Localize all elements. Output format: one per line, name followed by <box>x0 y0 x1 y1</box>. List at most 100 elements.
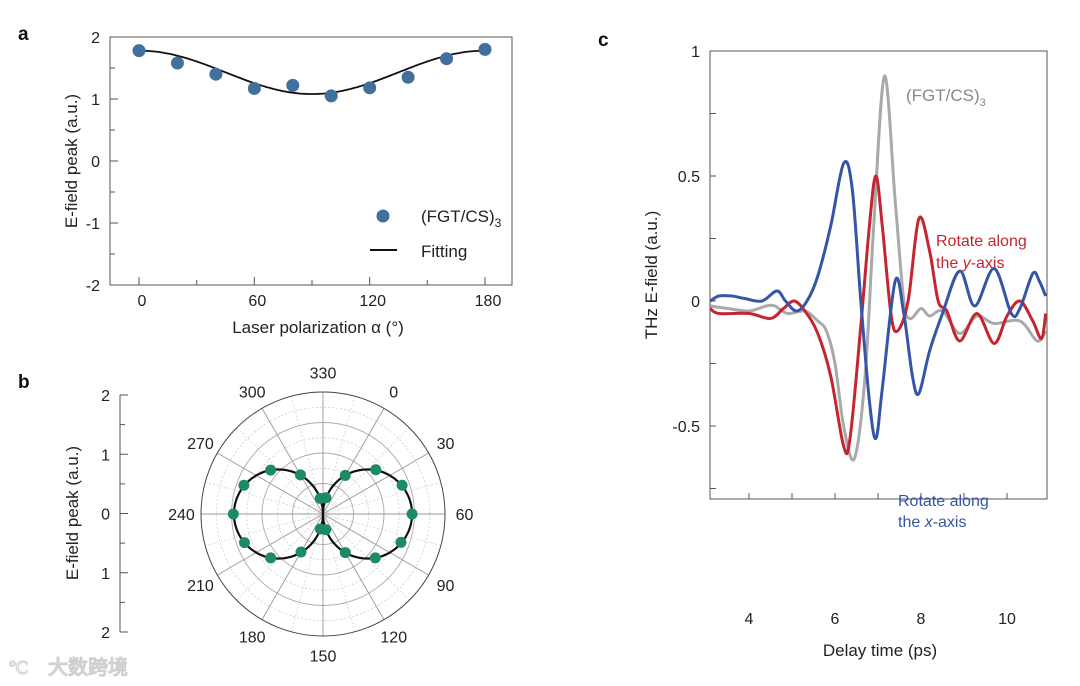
panel-a-xlabel: Laser polarization α (°) <box>232 318 404 337</box>
data-point <box>132 44 146 58</box>
angle-label: 60 <box>456 507 474 524</box>
panel-label-a: a <box>18 24 29 45</box>
polar-data-point <box>314 523 326 535</box>
polar-spoke <box>322 513 385 620</box>
series-y-axis-rotation-line <box>709 174 1048 456</box>
angle-label: 120 <box>380 630 407 647</box>
data-point <box>209 67 223 81</box>
radial-tick-label: 0 <box>101 507 110 524</box>
polar-spoke <box>205 513 324 546</box>
x-tick-label: 10 <box>998 611 1016 628</box>
x-tick-label: 180 <box>475 293 502 310</box>
watermark-logo-icon: ℃ <box>8 658 28 678</box>
x-tick-label: 120 <box>359 293 386 310</box>
polar-spoke <box>217 452 324 515</box>
polar-data-point <box>406 508 418 520</box>
polar-outer-ring <box>200 391 446 637</box>
panel-label-b: b <box>18 372 30 393</box>
polar-spoke <box>322 513 441 546</box>
angle-label: 150 <box>310 649 337 666</box>
y-tick-label: 2 <box>91 30 100 47</box>
annotation-x-axis-line2: the x-axis <box>898 514 966 531</box>
legend-marker-data <box>376 209 390 223</box>
polar-spoke <box>236 427 324 515</box>
polar-spoke <box>322 482 441 515</box>
series-x-axis-rotation-line <box>709 160 1048 441</box>
polar-data-point <box>339 547 351 559</box>
panel-label-c: c <box>598 30 609 51</box>
data-point <box>440 52 454 66</box>
polar-data-point <box>294 469 306 481</box>
panel-c-chart: 1 0.5 0 -0.5 4 6 8 10 Delay time (ps) THz E-fie… <box>642 44 1048 660</box>
legend-label-data: (FGT/CS)3 <box>421 207 502 230</box>
radial-tick-label: 2 <box>101 625 110 642</box>
polar-spoke <box>236 513 324 601</box>
panel-c-xlabel: Delay time (ps) <box>823 641 937 660</box>
polar-data-point <box>295 546 307 558</box>
y-tick-label: -1 <box>86 216 100 233</box>
legend-label-fitting: Fitting <box>421 242 467 261</box>
annotation-x-axis-line1: Rotate along <box>898 493 989 510</box>
polar-data-point <box>265 464 277 476</box>
panel-a-ylabel: E-field peak (a.u.) <box>62 94 81 228</box>
radial-tick-label: 1 <box>101 447 110 464</box>
y-tick-label: 1 <box>91 92 100 109</box>
watermark: 大数跨境 <box>48 655 128 679</box>
data-point <box>363 81 377 95</box>
x-tick-label: 0 <box>138 293 147 310</box>
angle-label: 330 <box>310 365 337 382</box>
polar-spoke <box>205 482 324 515</box>
polar-data-point <box>370 464 382 476</box>
annotation-y-axis-line2: the y-axis <box>936 255 1004 272</box>
polar-data-point <box>227 508 239 520</box>
polar-spoke <box>322 452 429 515</box>
radial-tick-label: 1 <box>101 566 110 583</box>
polar-data-point <box>320 492 332 504</box>
data-point <box>247 81 261 95</box>
x-tick-label: 8 <box>917 611 926 628</box>
y-tick-label: -2 <box>86 278 100 295</box>
polar-data-point <box>395 536 407 548</box>
polar-data-point <box>396 479 408 491</box>
annotation-y-axis-line1: Rotate along <box>936 233 1027 250</box>
y-tick-label: 0 <box>91 154 100 171</box>
angle-label: 30 <box>437 436 455 453</box>
polar-data-point <box>339 469 351 481</box>
angle-label: 180 <box>239 630 266 647</box>
polar-data-point <box>238 479 250 491</box>
polar-spoke <box>261 408 324 515</box>
x-tick-label: 60 <box>248 293 266 310</box>
fitting-line <box>138 49 486 95</box>
angle-label: 240 <box>168 507 195 524</box>
radial-tick-label: 2 <box>101 388 110 405</box>
polar-spoke <box>322 513 410 601</box>
series-fgtcs-line <box>710 74 1047 462</box>
polar-spoke <box>322 427 410 515</box>
polar-spoke <box>261 513 324 620</box>
angle-label: 0 <box>389 384 398 401</box>
panel-b-ylabel: E-field peak (a.u.) <box>63 446 82 580</box>
angle-label: 300 <box>239 384 266 401</box>
y-tick-label: 1 <box>691 44 700 61</box>
data-point <box>170 56 184 70</box>
panel-c-ylabel: THz E-field (a.u.) <box>642 211 661 339</box>
angle-label: 210 <box>187 578 214 595</box>
annotation-fgtcs: (FGT/CS)3 <box>906 86 986 109</box>
y-tick-label: 0.5 <box>678 169 700 186</box>
data-point <box>401 70 415 84</box>
x-tick-label: 4 <box>745 611 754 628</box>
polar-spoke <box>322 408 385 515</box>
angle-label: 90 <box>437 578 455 595</box>
polar-data-point <box>369 552 381 564</box>
polar-data-point <box>265 552 277 564</box>
panel-a-legend: (FGT/CS)3 Fitting <box>370 207 502 261</box>
polar-data-point <box>238 537 250 549</box>
data-point <box>478 42 492 56</box>
y-tick-label: -0.5 <box>672 419 700 436</box>
data-point <box>286 78 300 92</box>
y-tick-label: 0 <box>691 294 700 311</box>
polar-spoke <box>217 513 324 576</box>
